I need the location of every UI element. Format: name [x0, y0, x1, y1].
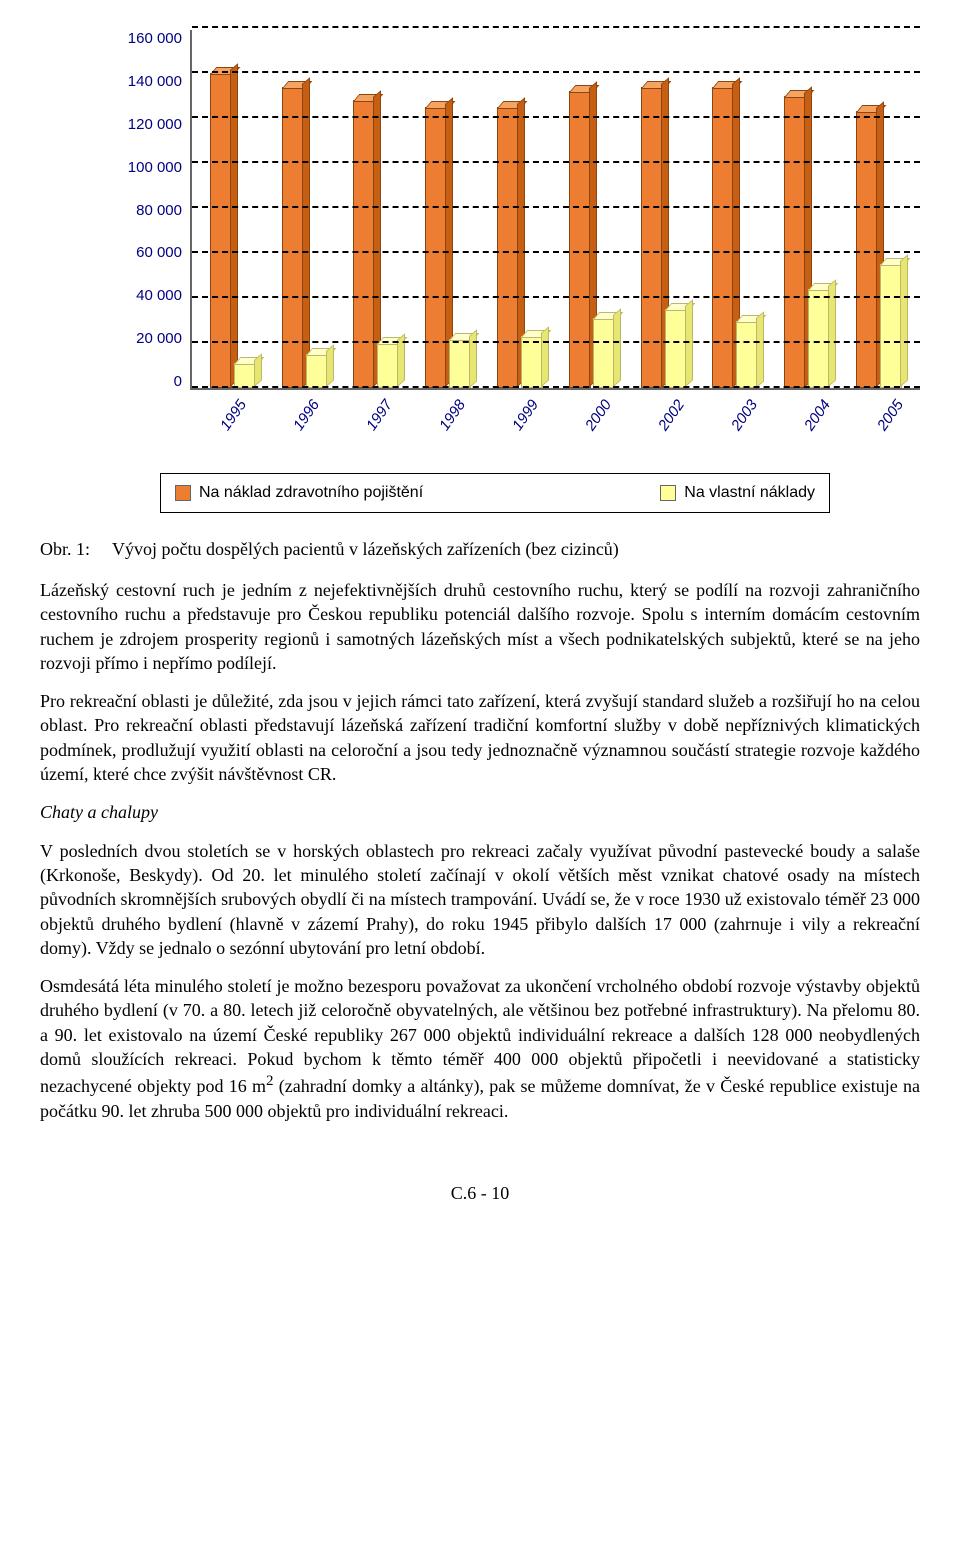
yaxis-tick-label: 40 000 [136, 287, 182, 304]
xaxis-tick-label: 2003 [728, 391, 765, 434]
chart-xaxis: 1995199619971998199920002002200320042005 [190, 396, 920, 413]
gridline [192, 206, 920, 208]
yaxis-tick-label: 20 000 [136, 330, 182, 347]
xaxis-tick-label: 2000 [582, 391, 619, 434]
chart-yaxis: 160 000 140 000 120 000 100 000 80 000 60 000… [100, 30, 190, 390]
xaxis-tick-label: 1997 [363, 391, 400, 434]
bar-group [497, 107, 543, 388]
bar-yellow [736, 321, 758, 389]
bar-yellow [377, 343, 399, 388]
bar-orange [425, 107, 447, 388]
bar-group [569, 91, 615, 388]
yaxis-tick-label: 60 000 [136, 244, 182, 261]
gridline [192, 341, 920, 343]
gridline [192, 296, 920, 298]
bar-group [784, 96, 830, 389]
bar-group [425, 107, 471, 388]
chart-bars [192, 30, 920, 388]
xaxis-tick-label: 1999 [509, 391, 546, 434]
bar-yellow [449, 339, 471, 389]
heading-chaty: Chaty a chalupy [40, 800, 920, 824]
bar-orange [353, 100, 375, 388]
xaxis-tick-label: 1995 [217, 391, 254, 434]
xaxis-tick-label: 1998 [436, 391, 473, 434]
xaxis-tick-label: 2004 [801, 391, 838, 434]
bar-yellow [808, 289, 830, 388]
bar-yellow [665, 309, 687, 388]
gridline [192, 26, 920, 28]
yaxis-tick-label: 100 000 [128, 159, 182, 176]
swatch-orange-icon [175, 485, 191, 501]
gridline [192, 71, 920, 73]
bar-orange [784, 96, 806, 389]
gridline [192, 116, 920, 118]
paragraph-3: V posledních dvou stoletích se v horskýc… [40, 839, 920, 960]
legend-series-2: Na vlastní náklady [660, 484, 815, 502]
paragraph-2: Pro rekreační oblasti je důležité, zda j… [40, 689, 920, 786]
figure-caption: Obr. 1: Vývoj počtu dospělých pacientů v… [40, 539, 920, 560]
xaxis-tick-label: 2005 [874, 391, 911, 434]
xaxis-tick-label: 1996 [290, 391, 327, 434]
bar-yellow [521, 336, 543, 388]
yaxis-tick-label: 0 [174, 373, 182, 390]
yaxis-tick-label: 120 000 [128, 116, 182, 133]
bar-yellow [234, 363, 256, 388]
xaxis-tick-label: 2002 [655, 391, 692, 434]
page-footer: C.6 - 10 [40, 1183, 920, 1204]
paragraph-4: Osmdesátá léta minulého století je možno… [40, 974, 920, 1123]
bar-yellow [593, 318, 615, 388]
yaxis-tick-label: 160 000 [128, 30, 182, 47]
bar-orange [856, 111, 878, 388]
bar-group [856, 111, 902, 388]
gridline [192, 251, 920, 253]
chart-container: 160 000 140 000 120 000 100 000 80 000 60 000… [40, 30, 920, 513]
paragraph-1: Lázeňský cestovní ruch je jedním z nejef… [40, 578, 920, 675]
bar-orange [569, 91, 591, 388]
swatch-yellow-icon [660, 485, 676, 501]
gridline [192, 161, 920, 163]
yaxis-tick-label: 80 000 [136, 202, 182, 219]
chart-plot [190, 30, 920, 390]
yaxis-tick-label: 140 000 [128, 73, 182, 90]
legend-label-2: Na vlastní náklady [684, 484, 815, 502]
gridline [192, 386, 920, 388]
chart-legend: Na náklad zdravotního pojištění Na vlast… [160, 473, 830, 513]
bar-orange [497, 107, 519, 388]
bar-group [353, 100, 399, 388]
caption-text: Vývoj počtu dospělých pacientů v lázeňsk… [112, 539, 619, 560]
legend-series-1: Na náklad zdravotního pojištění [175, 484, 423, 502]
bar-yellow [880, 264, 902, 388]
caption-label: Obr. 1: [40, 539, 90, 560]
bar-yellow [306, 354, 328, 388]
legend-label-1: Na náklad zdravotního pojištění [199, 484, 423, 502]
